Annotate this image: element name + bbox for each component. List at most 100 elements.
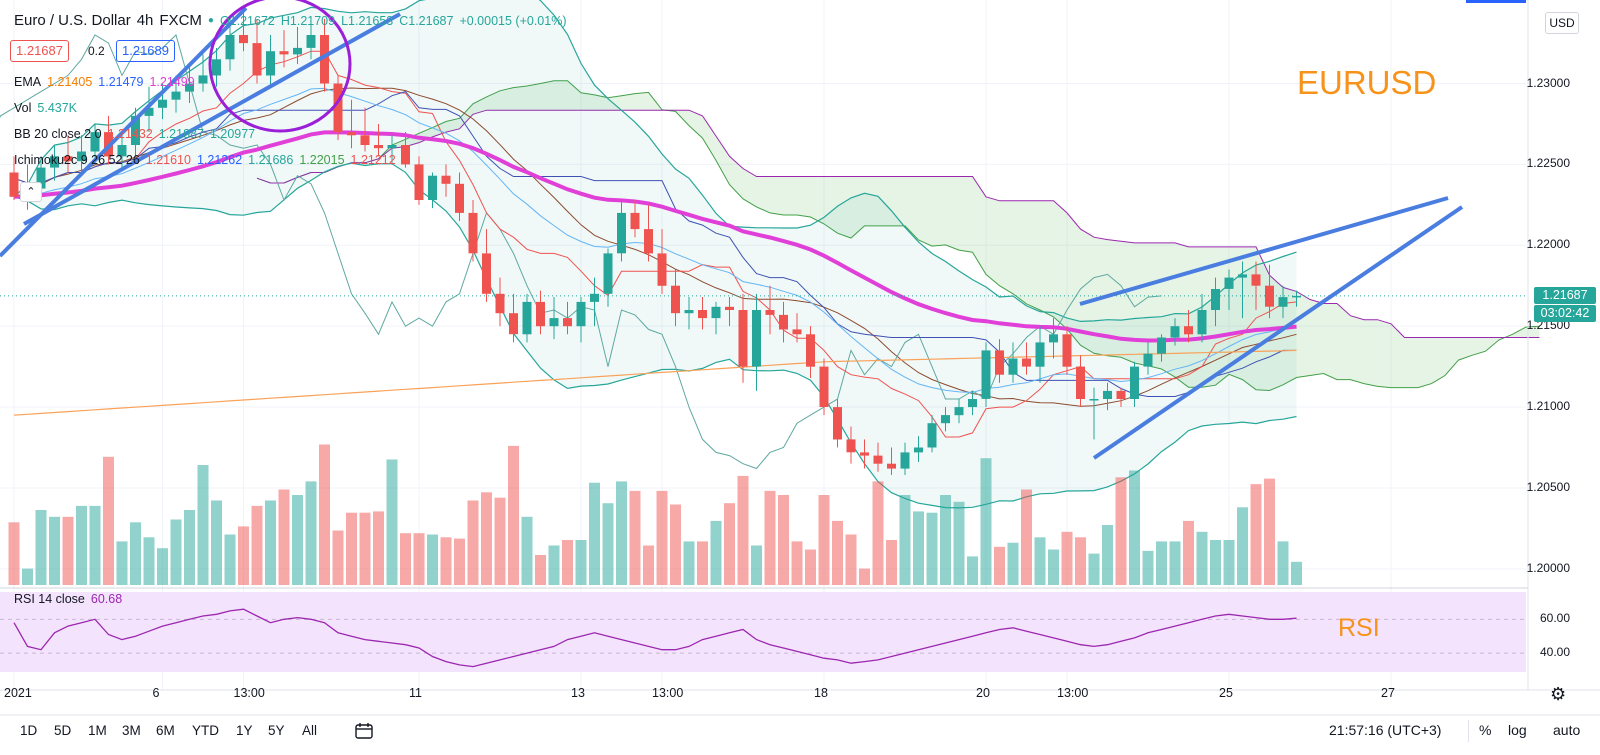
candle-body <box>927 423 937 448</box>
candle-body <box>644 229 653 254</box>
range-button-1d[interactable]: 1D <box>20 723 38 738</box>
volume-bar <box>278 489 290 585</box>
volume-bar <box>143 537 155 585</box>
volume-bar <box>1277 541 1289 585</box>
range-button-all[interactable]: All <box>302 723 318 738</box>
trendline-lower-left[interactable] <box>23 12 401 226</box>
volume-bar <box>805 549 816 585</box>
volume-bar <box>791 541 803 585</box>
volume-bar <box>386 459 398 585</box>
candle-body <box>293 47 302 55</box>
range-button-ytd[interactable]: YTD <box>192 723 219 738</box>
vol-label: Vol <box>14 101 32 115</box>
candle-body <box>144 107 154 116</box>
top-accent <box>1466 0 1526 3</box>
currency-button[interactable]: USD <box>1545 12 1579 34</box>
time-tick-label: 11 <box>409 686 422 700</box>
time-tick-label: 18 <box>814 686 828 700</box>
volume-bar <box>548 545 560 585</box>
log-toggle[interactable]: log <box>1508 722 1527 738</box>
candle-body <box>563 318 572 327</box>
collapse-legend-icon[interactable]: ⌃ <box>20 182 42 202</box>
candle-body <box>590 293 599 302</box>
vol-legend[interactable]: Vol 5.437K <box>14 101 77 115</box>
candle-body <box>1224 277 1234 289</box>
interval[interactable]: 4h <box>136 12 154 29</box>
candle-body <box>873 455 883 464</box>
volume-bar <box>89 505 101 585</box>
ichimoku-legend[interactable]: Ichimoku2c 9 26 52 26 1.21610 1.21262 1.… <box>14 153 396 167</box>
percent-toggle[interactable]: % <box>1479 722 1492 738</box>
volume-bar <box>49 516 60 585</box>
timezone-clock[interactable]: 21:57:16 (UTC+3) <box>1329 722 1442 738</box>
volume-bar <box>413 533 425 585</box>
volume-bar <box>481 492 492 585</box>
cloud-span-b <box>256 109 1540 338</box>
user-drawings <box>0 0 1464 460</box>
candle-body <box>833 407 842 440</box>
candle-body <box>806 334 815 367</box>
candle-body <box>887 463 896 469</box>
eurusd-annotation[interactable]: EURUSD <box>1297 64 1437 101</box>
candle-body <box>455 183 464 213</box>
auto-toggle[interactable]: auto <box>1553 722 1581 738</box>
range-button-5d[interactable]: 5D <box>54 723 72 738</box>
range-button-3m[interactable]: 3M <box>122 723 141 738</box>
last-price-tag: 1.21687 <box>1534 286 1596 304</box>
volume-bar <box>1223 540 1235 585</box>
ohlc-close: C1.21687 <box>399 13 454 28</box>
time-tick-label: 25 <box>1219 686 1233 700</box>
volume-bar <box>1210 540 1221 585</box>
volume-bar <box>1034 537 1046 585</box>
settings-gear-icon[interactable]: ⚙ <box>1550 684 1567 704</box>
wedge-upper-line[interactable] <box>1079 196 1449 306</box>
volume-bar <box>589 482 600 585</box>
range-button-1y[interactable]: 1Y <box>236 723 253 738</box>
candle-body <box>482 253 491 294</box>
candle-body <box>495 293 505 314</box>
candle-body <box>63 156 73 162</box>
candle-body <box>995 350 1004 375</box>
volume-bar <box>872 481 884 585</box>
rsi-pane <box>0 608 1526 668</box>
range-button-5y[interactable]: 5Y <box>268 723 285 738</box>
rsi-legend[interactable]: RSI 14 close 60.68 <box>14 592 122 606</box>
volume-bar <box>197 465 209 585</box>
candle-body <box>252 43 262 76</box>
volume-bar <box>494 497 506 585</box>
candle-body <box>1251 274 1261 286</box>
bb-legend[interactable]: BB 20 close 2 0 1.21432 1.21887 1.20977 <box>14 127 255 141</box>
candle-body <box>657 253 667 286</box>
sell-price-button[interactable]: 1.21687 <box>10 40 69 62</box>
buy-price-button[interactable]: 1.21689 <box>116 40 175 62</box>
candle-body <box>1143 353 1153 367</box>
candle-body <box>900 452 910 469</box>
candle-body <box>1022 358 1031 367</box>
volume-bar <box>656 490 668 585</box>
symbol-name[interactable]: Euro / U.S. Dollar <box>14 12 131 29</box>
ichimoku-value-3: 1.21686 <box>248 153 294 167</box>
volume-bar <box>994 546 1005 585</box>
wedge-lower-line[interactable] <box>1092 205 1464 460</box>
volume-bar <box>224 534 236 585</box>
ema-legend[interactable]: EMA 1.21405 1.21479 1.21499 <box>14 75 195 89</box>
volume-bar <box>359 512 371 585</box>
candle-body <box>171 91 181 100</box>
candle-body <box>1089 399 1099 401</box>
volume-bar <box>643 545 654 585</box>
date-range-calendar-icon[interactable] <box>354 722 374 739</box>
bb-lower-line <box>13 162 1297 509</box>
ohlc-open: O1.21672 <box>219 13 275 28</box>
candle-body <box>360 135 370 145</box>
candle-body <box>549 318 559 327</box>
highlight-circle[interactable] <box>208 0 352 133</box>
candle-body <box>90 132 100 152</box>
volume-bar <box>1088 553 1100 585</box>
volume-bar <box>913 511 924 585</box>
volume-bar <box>575 540 587 585</box>
range-button-1m[interactable]: 1M <box>88 723 107 738</box>
candle-body <box>1008 358 1018 375</box>
rsi-annotation[interactable]: RSI <box>1338 614 1380 642</box>
range-button-6m[interactable]: 6M <box>156 723 175 738</box>
